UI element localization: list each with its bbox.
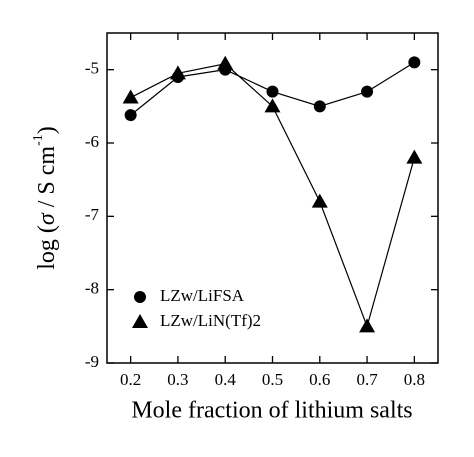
x-tick-label: 0.7: [356, 370, 378, 389]
y-label-part: σ: [34, 212, 60, 225]
circle-marker: [134, 291, 146, 303]
circle-marker: [408, 56, 421, 69]
y-tick-label: -6: [85, 132, 99, 151]
triangle-marker: [311, 193, 328, 208]
triangle-marker: [169, 65, 186, 80]
circle-marker: [124, 109, 137, 122]
plot-frame: [106, 32, 439, 364]
y-tick-label: -8: [85, 279, 99, 298]
x-tick-label: 0.8: [404, 370, 425, 389]
triangle-marker: [217, 55, 234, 70]
y-label-part: -1: [31, 134, 46, 146]
y-tick-label: -7: [85, 205, 100, 224]
y-label-part: ): [34, 126, 60, 134]
x-tick-label: 0.4: [215, 370, 237, 389]
triangle-marker: [359, 318, 376, 333]
legend-label: LZw/LiN(Tf)2: [160, 311, 261, 330]
triangle-marker: [132, 314, 148, 328]
legend-label: LZw/LiFSA: [160, 286, 245, 305]
x-tick-label: 0.3: [167, 370, 188, 389]
y-label-part: log (: [34, 225, 60, 270]
x-tick-label: 0.2: [120, 370, 141, 389]
y-axis-label: log (σ / S cm-1): [31, 126, 59, 270]
triangle-marker: [264, 98, 281, 113]
circle-marker: [313, 100, 326, 113]
triangle-marker: [406, 149, 423, 164]
circle-marker: [361, 85, 374, 98]
y-tick-label: -5: [85, 59, 99, 78]
triangle-marker: [122, 89, 139, 104]
y-tick-label: -9: [85, 352, 99, 371]
circle-marker: [266, 85, 279, 98]
x-axis-label: Mole fraction of lithium salts: [131, 398, 412, 424]
x-tick-label: 0.6: [309, 370, 330, 389]
x-tick-label: 0.5: [262, 370, 283, 389]
y-label-part: / S cm: [34, 146, 60, 214]
